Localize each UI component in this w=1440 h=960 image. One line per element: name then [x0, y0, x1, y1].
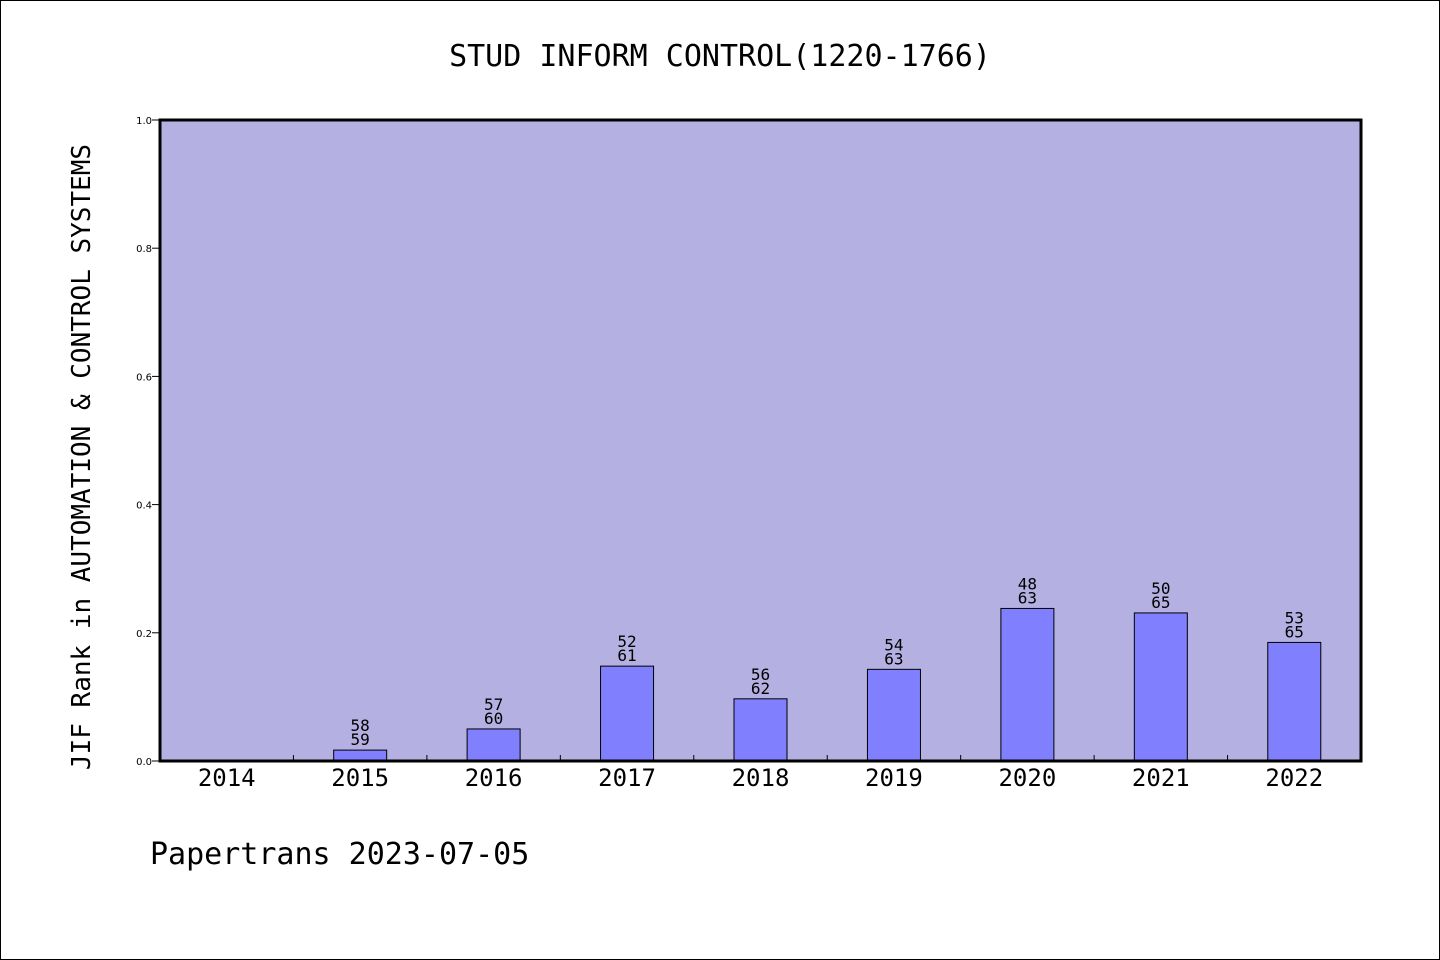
footer-credit: Papertrans 2023-07-05: [150, 837, 529, 872]
rank-label-2017: 52: [617, 632, 636, 651]
x-tick-label: 2017: [598, 764, 656, 792]
x-tick-label: 2019: [865, 764, 923, 792]
rank-label-2021: 50: [1151, 579, 1170, 598]
x-tick-label: 2015: [331, 764, 389, 792]
y-tick-label: 0.4: [136, 501, 152, 512]
bar-2019: [866, 668, 921, 762]
bars-group: [333, 607, 1322, 762]
total-label-2022: 65: [1285, 622, 1304, 641]
total-label-2021: 65: [1151, 593, 1170, 612]
y-tick-label: 0.6: [136, 372, 152, 383]
bar-2021: [1133, 612, 1188, 762]
bar-2022: [1267, 641, 1322, 762]
bar-2020: [1000, 607, 1055, 762]
bar-2015: [333, 749, 388, 762]
total-label-2018: 62: [751, 679, 770, 698]
y-tick-label: 0.0: [136, 757, 152, 768]
x-tick-label: 2020: [998, 764, 1056, 792]
y-tick-label: 0.2: [136, 629, 152, 640]
x-tick-label: 2021: [1132, 764, 1190, 792]
y-tick-label: 0.8: [136, 244, 152, 255]
chart-title: STUD INFORM CONTROL(1220-1766): [449, 39, 991, 74]
plot-border: [158, 118, 1363, 763]
total-label-2020: 63: [1018, 588, 1037, 607]
x-ticks-group: 2014 2015 2016 2017 2018 2019 2020 2021 2022: [198, 755, 1323, 792]
x-tick-label: 2014: [198, 764, 256, 792]
bar-2018: [733, 698, 788, 762]
y-ticks-group: 0.0 0.2 0.4 0.6 0.8 1.0: [136, 116, 160, 768]
x-tick-label: 2018: [732, 764, 790, 792]
total-label-2015: 59: [351, 730, 370, 749]
y-tick-label: 1.0: [136, 116, 152, 127]
total-label-2019: 63: [884, 649, 903, 668]
rank-label-2022: 53: [1285, 608, 1304, 627]
rank-label-2020: 48: [1018, 574, 1037, 593]
bar-2017: [600, 665, 655, 762]
x-tick-label: 2022: [1265, 764, 1323, 792]
rank-label-2018: 56: [751, 665, 770, 684]
y-axis-label: JIF Rank in AUTOMATION & CONTROL SYSTEMS: [67, 144, 97, 770]
rank-label-2016: 57: [484, 695, 503, 714]
total-label-2016: 60: [484, 709, 503, 728]
total-label-2017: 61: [617, 646, 636, 665]
x-tick-label: 2016: [465, 764, 523, 792]
rank-label-2015: 58: [351, 716, 370, 735]
bar-2016: [466, 728, 521, 762]
rank-label-2019: 54: [884, 635, 903, 654]
